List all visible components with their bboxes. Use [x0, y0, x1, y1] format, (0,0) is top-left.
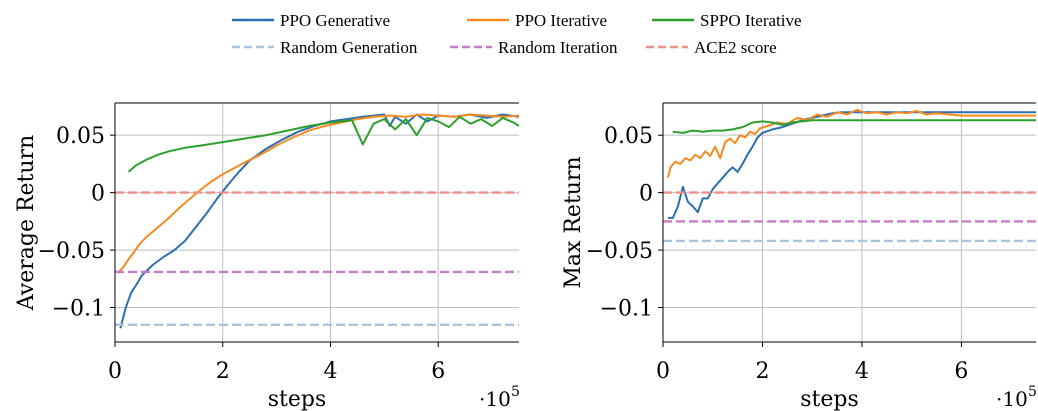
y-axis-label: Max Return	[561, 156, 586, 288]
series-line-sppo-iterative	[127, 115, 519, 173]
y-axis-label: Average Return	[14, 135, 39, 311]
y-tick-label: −0.05	[38, 239, 105, 264]
x-tick-label: 6	[954, 359, 968, 384]
legend-label: PPO Iterative	[515, 11, 607, 30]
x-tick-label: 4	[323, 359, 337, 384]
legend: PPO Generative PPO Iterative SPPO Iterativ…	[232, 11, 802, 57]
series-group	[663, 108, 1036, 243]
y-tick-label: −0.1	[52, 297, 105, 322]
x-tick-label: 2	[755, 359, 769, 384]
x-multiplier-exponent: 5	[1028, 384, 1037, 400]
x-tick-label: 6	[431, 359, 445, 384]
max-return-panel: 0 2 4 6 0.05 0 −0.05 −0.1 steps ·10 5 Max Return	[561, 102, 1037, 411]
y-tick-label: 0.05	[604, 124, 653, 149]
legend-label: Random Iteration	[498, 38, 618, 57]
series-line-ppo-generative	[119, 113, 519, 329]
x-tick-label: 0	[108, 359, 122, 384]
x-multiplier: ·10 5	[996, 384, 1037, 411]
legend-label: ACE2 score	[694, 38, 777, 57]
x-multiplier-base: ·10	[996, 387, 1028, 411]
legend-label: PPO Generative	[280, 11, 390, 30]
legend-label: Random Generation	[280, 38, 418, 57]
series-line-ppo-generative	[668, 111, 1036, 219]
y-tick-label: −0.1	[600, 297, 653, 322]
y-tick-label: −0.05	[586, 239, 653, 264]
y-tick-label: 0	[91, 182, 105, 207]
x-multiplier: ·10 5	[479, 384, 520, 411]
average-return-panel: 0 2 4 6 0.05 0 −0.05 −0.1 steps ·10 5 Average Retur…	[14, 102, 520, 411]
legend-entry-random-iteration: Random Iteration	[450, 38, 618, 57]
legend-entry-ace2-score: ACE2 score	[646, 38, 777, 57]
x-multiplier-base: ·10	[479, 387, 511, 411]
series-line-sppo-iterative	[672, 119, 1036, 134]
legend-entry-random-generation: Random Generation	[232, 38, 418, 57]
x-axis-label: steps	[800, 387, 859, 411]
legend-entry-ppo-generative: PPO Generative	[232, 11, 390, 30]
legend-entry-ppo-iterative: PPO Iterative	[467, 11, 607, 30]
legend-entry-sppo-iterative: SPPO Iterative	[652, 11, 802, 30]
x-multiplier-exponent: 5	[511, 384, 520, 400]
x-tick-label: 0	[656, 359, 670, 384]
y-tick-label: 0.05	[56, 124, 105, 149]
series-line-ppo-iterative	[667, 108, 1036, 178]
x-axis-label: steps	[268, 387, 327, 411]
y-tick-label: 0	[639, 182, 653, 207]
legend-label: SPPO Iterative	[700, 11, 802, 30]
series-line-ppo-iterative	[116, 113, 519, 274]
x-tick-label: 2	[216, 359, 230, 384]
series-group	[115, 113, 519, 329]
x-tick-label: 4	[855, 359, 869, 384]
